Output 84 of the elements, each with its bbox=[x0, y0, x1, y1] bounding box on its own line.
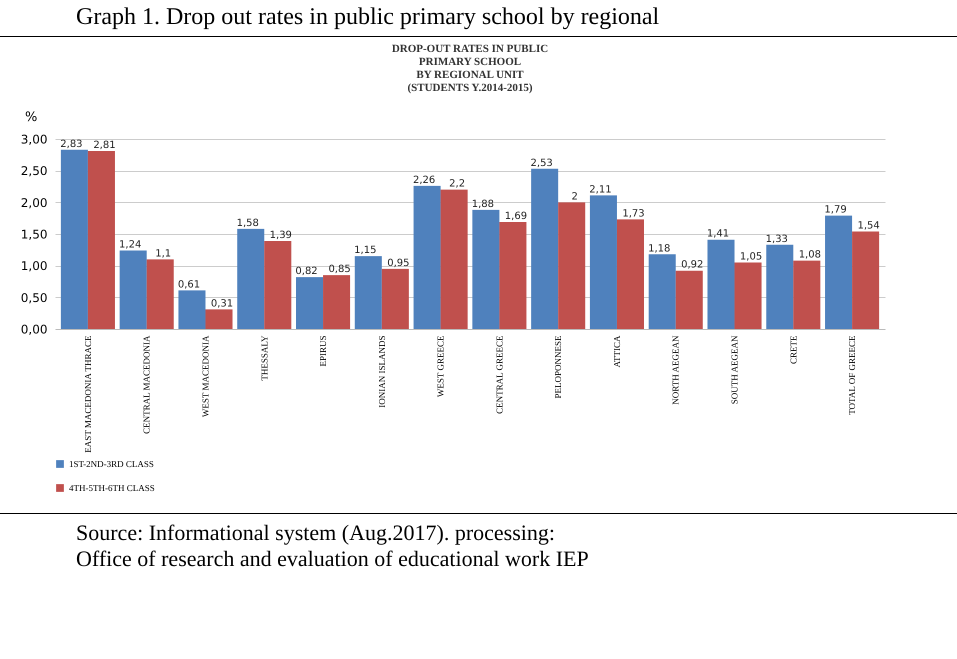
bar bbox=[146, 259, 174, 329]
bar bbox=[590, 195, 617, 329]
y-tick-label: 2,00 bbox=[20, 196, 48, 210]
y-tick-label: 0,50 bbox=[20, 290, 48, 305]
x-tick-label: PELOPONNESE bbox=[553, 335, 564, 399]
data-label: 1,88 bbox=[472, 198, 494, 210]
x-tick-label: EPIRUS bbox=[318, 336, 328, 367]
x-tick-label: CRETE bbox=[788, 335, 798, 364]
bar bbox=[852, 231, 880, 329]
bar bbox=[499, 222, 526, 329]
data-label: 1,05 bbox=[740, 252, 762, 262]
bar bbox=[616, 219, 644, 329]
x-tick-label: CENTRAL MACEDONIA bbox=[142, 335, 152, 434]
bar bbox=[237, 228, 264, 329]
y-tick-label: 2,50 bbox=[20, 164, 48, 178]
bar bbox=[414, 186, 441, 329]
data-label: 0,95 bbox=[387, 258, 410, 269]
bar bbox=[531, 168, 558, 329]
y-tick-label: 1,50 bbox=[20, 228, 48, 242]
x-tick-label: WEST MACEDONIA bbox=[200, 335, 210, 418]
x-tick-label: NORTH AEGEAN bbox=[670, 335, 681, 405]
bar bbox=[264, 240, 292, 329]
bar bbox=[648, 254, 676, 329]
x-tick-label: IONIAN ISLANDS bbox=[376, 336, 387, 408]
bar bbox=[120, 250, 147, 329]
chart-subtitle: DROP-OUT RATES IN PUBLIC PRIMARY SCHOOL BY REGIONAL UNIT (STUDENTS Y.2014-2015) bbox=[392, 43, 548, 94]
data-label: 1,18 bbox=[648, 243, 670, 254]
data-label: 0,61 bbox=[178, 279, 200, 290]
data-label: 1,54 bbox=[857, 220, 880, 232]
bar bbox=[323, 275, 350, 329]
x-tick-label: ATTICA bbox=[612, 335, 622, 368]
x-tick-label: WEST GREECE bbox=[436, 335, 446, 398]
bar bbox=[382, 268, 409, 329]
bar bbox=[88, 151, 115, 329]
bar bbox=[825, 216, 852, 329]
bar bbox=[178, 290, 206, 329]
bar bbox=[296, 277, 324, 329]
y-axis-title: % bbox=[25, 110, 38, 125]
bar bbox=[793, 260, 820, 329]
data-label: 2,53 bbox=[530, 158, 553, 169]
data-label: 2,11 bbox=[589, 184, 612, 196]
data-label: 1,69 bbox=[504, 210, 528, 222]
x-tick-label: SOUTH AEGEAN bbox=[730, 335, 740, 404]
chart-title: Graph 1. Drop out rates in public primary school by regional bbox=[0, 0, 957, 37]
bar bbox=[354, 256, 382, 329]
data-label: 0,31 bbox=[210, 298, 234, 310]
legend-label: 1ST-2ND-3RD CLASS bbox=[69, 459, 154, 469]
bar bbox=[558, 202, 586, 329]
x-tick-label: EAST MACEDONIA THRACE bbox=[82, 335, 93, 453]
data-label: 0,82 bbox=[295, 266, 318, 278]
data-label: 1,15 bbox=[354, 245, 376, 256]
data-label: 2,83 bbox=[60, 138, 83, 150]
bar bbox=[60, 150, 88, 329]
data-label: 1,1 bbox=[155, 248, 172, 260]
x-tick-label: THESSALY bbox=[259, 335, 270, 381]
x-tick-label: CENTRAL GREECE bbox=[494, 335, 504, 414]
data-label: 0,85 bbox=[328, 264, 351, 276]
y-tick-label: 0,00 bbox=[20, 322, 48, 336]
bar bbox=[440, 190, 468, 329]
y-tick-label: 3,00 bbox=[20, 132, 48, 146]
bar bbox=[707, 240, 735, 329]
source-note: Source: Informational system (Aug.2017). processing: bbox=[76, 520, 556, 546]
legend-label: 4TH-5TH-6TH CLASS bbox=[69, 483, 155, 493]
data-label: 2,2 bbox=[449, 178, 466, 190]
data-label: 1,33 bbox=[766, 234, 788, 245]
x-tick-label: TOTAL OF GREECE bbox=[847, 335, 858, 415]
data-label: 1,39 bbox=[270, 230, 292, 241]
data-label: 2 bbox=[572, 191, 578, 202]
y-tick-label: 1,00 bbox=[20, 259, 48, 274]
data-label: 2,26 bbox=[412, 174, 436, 186]
data-label: 1,58 bbox=[236, 218, 259, 229]
data-label: 1,41 bbox=[706, 228, 730, 240]
text: Office of research and evaluation of educational work IEP bbox=[76, 546, 590, 572]
bar bbox=[205, 309, 233, 329]
bar bbox=[676, 270, 703, 329]
data-label: 0,92 bbox=[681, 260, 704, 271]
bar bbox=[734, 262, 762, 329]
data-label: 2,81 bbox=[93, 140, 116, 152]
data-label: 1,79 bbox=[824, 204, 847, 216]
data-label: 1,08 bbox=[798, 250, 821, 261]
bar bbox=[472, 210, 500, 329]
data-label: 1,24 bbox=[119, 239, 142, 250]
data-label: 1,73 bbox=[622, 208, 645, 220]
bar bbox=[766, 244, 794, 329]
